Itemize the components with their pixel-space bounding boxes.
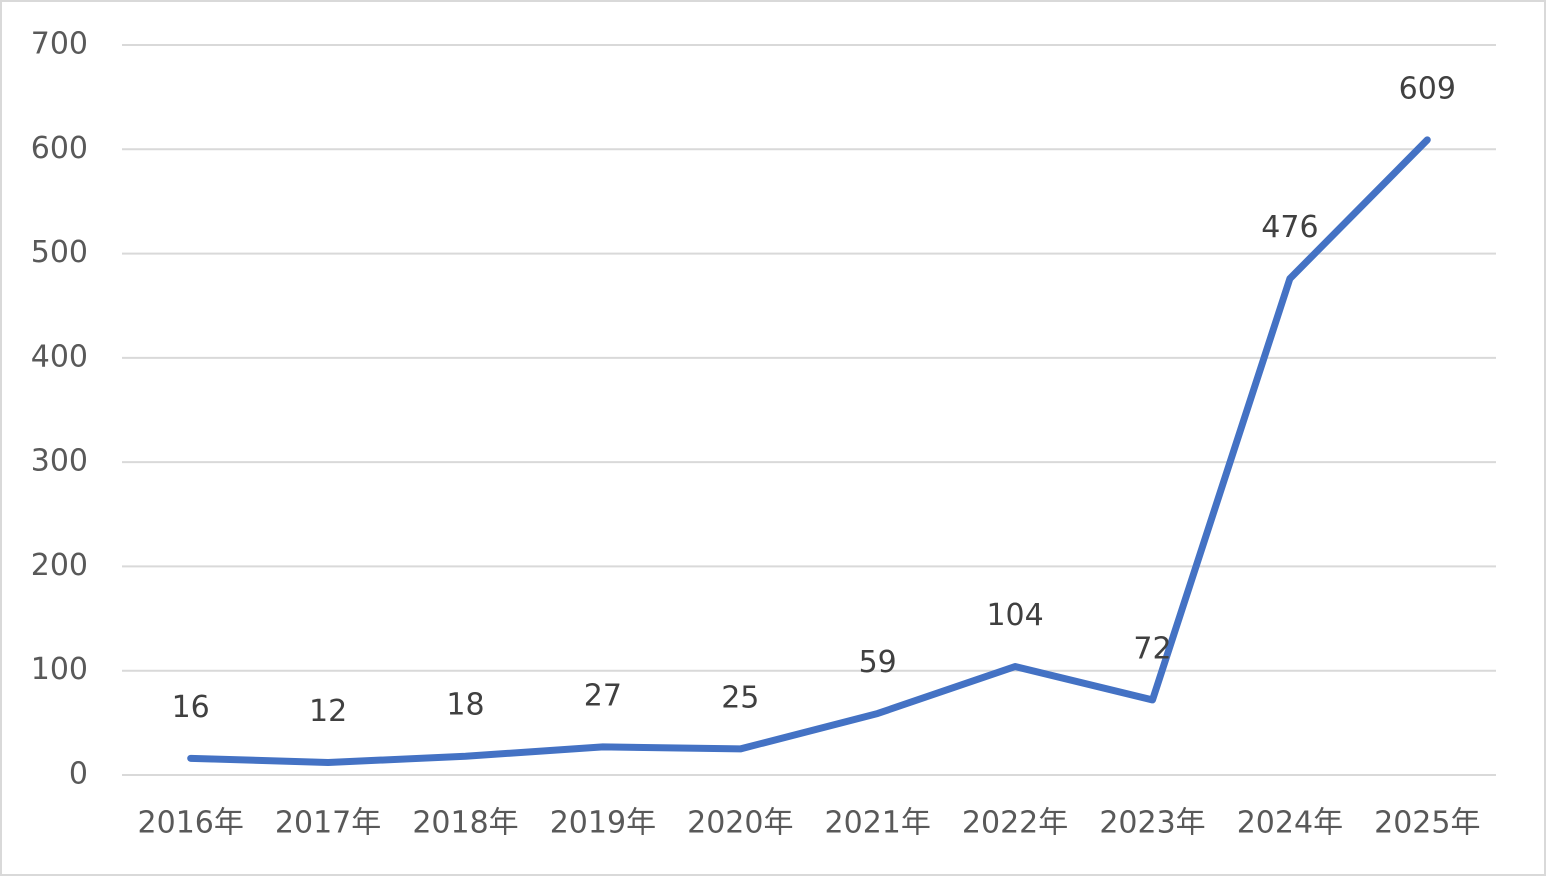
data-label: 12 <box>309 694 347 729</box>
x-tick-label: 2025年 <box>1374 806 1480 841</box>
data-label: 476 <box>1261 210 1318 245</box>
data-label: 72 <box>1133 631 1171 666</box>
data-label: 16 <box>172 690 210 725</box>
y-tick-label: 600 <box>31 131 88 166</box>
x-tick-label: 2016年 <box>138 806 244 841</box>
x-tick-label: 2021年 <box>825 806 931 841</box>
x-tick-label: 2017年 <box>275 806 381 841</box>
x-tick-label: 2024年 <box>1237 806 1343 841</box>
data-line <box>187 136 1431 766</box>
data-label: 59 <box>859 645 897 680</box>
data-label: 18 <box>446 688 484 723</box>
x-tick-label: 2019年 <box>550 806 656 841</box>
data-label: 25 <box>721 680 759 715</box>
data-label: 609 <box>1399 71 1456 106</box>
x-tick-label: 2020年 <box>687 806 793 841</box>
data-label: 27 <box>584 678 622 713</box>
y-tick-label: 700 <box>31 27 88 62</box>
y-tick-label: 500 <box>31 235 88 270</box>
data-label: 104 <box>986 598 1043 633</box>
y-tick-label: 0 <box>69 757 88 792</box>
x-tick-label: 2023年 <box>1099 806 1205 841</box>
x-tick-label: 2018年 <box>412 806 518 841</box>
y-tick-label: 300 <box>31 444 88 479</box>
y-tick-label: 400 <box>31 339 88 374</box>
x-tick-label: 2022年 <box>962 806 1068 841</box>
y-tick-label: 200 <box>31 548 88 583</box>
y-tick-label: 100 <box>31 652 88 687</box>
